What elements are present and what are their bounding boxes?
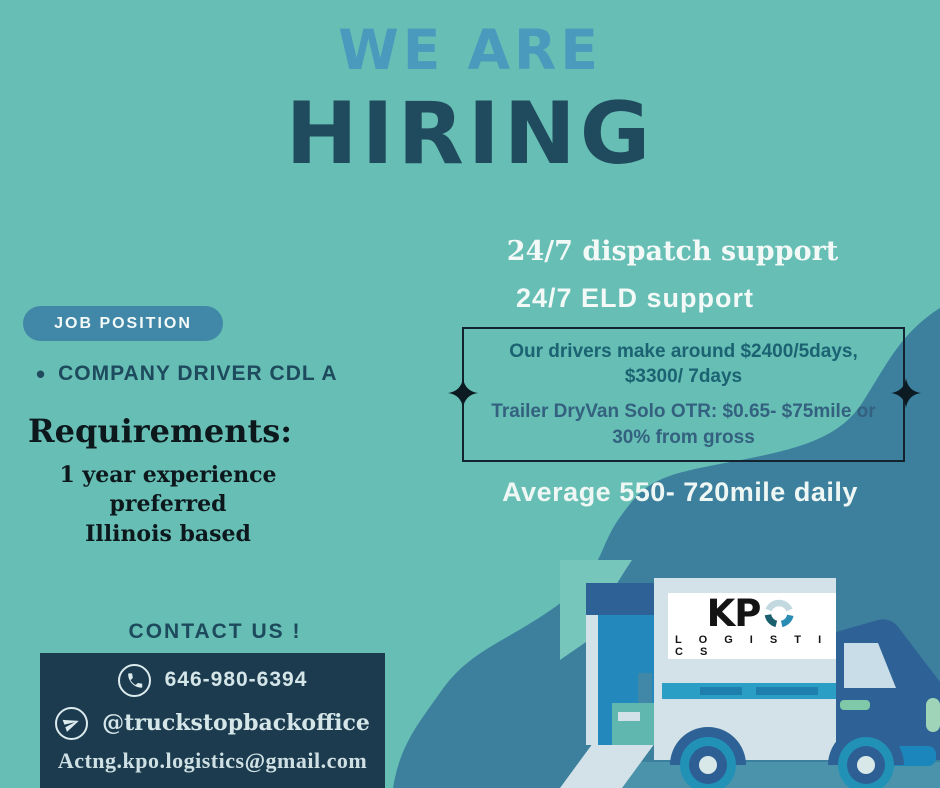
kpo-logo: KP L O G I S T I C S bbox=[668, 594, 835, 658]
requirements-list: 1 year experience preferred Illinois bas… bbox=[0, 461, 336, 549]
front-wheel bbox=[838, 737, 894, 788]
logo-logistics-text: L O G I S T I C S bbox=[675, 633, 829, 658]
job-position-badge: JOB POSITION bbox=[23, 306, 223, 341]
rear-wheel bbox=[680, 737, 736, 788]
job-position-label: COMPANY DRIVER CDL A bbox=[58, 362, 338, 385]
contact-title: CONTACT US ! bbox=[128, 620, 302, 643]
requirement-line-1: 1 year experience preferred bbox=[59, 462, 277, 518]
bullet-icon: • bbox=[36, 359, 46, 389]
sparkle-right-icon bbox=[891, 378, 921, 408]
telegram-row: @truckstopbackoffice bbox=[55, 703, 370, 743]
contact-email: Actng.kpo.logistics@gmail.com bbox=[57, 748, 368, 773]
headline-we-are: WE ARE bbox=[338, 18, 602, 82]
rear-roof bbox=[586, 583, 656, 615]
door-handle bbox=[840, 700, 870, 710]
telegram-handle: @truckstopbackoffice bbox=[102, 710, 370, 736]
logo-o-ring-icon bbox=[765, 599, 794, 628]
windshield bbox=[844, 643, 896, 688]
trailer-rate-text: Trailer DryVan Solo OTR: $0.65- $75mile … bbox=[491, 401, 876, 448]
logo-kp-text: KP bbox=[706, 591, 762, 635]
phone-row: 646-980-6394 bbox=[117, 660, 308, 700]
headline-hiring: HIRING bbox=[285, 84, 655, 184]
contact-card: 646-980-6394 @truckstopbackoffice Actng.… bbox=[40, 653, 385, 788]
phone-number: 646-980-6394 bbox=[164, 668, 308, 691]
average-miles-line: Average 550- 720mile daily bbox=[502, 477, 858, 507]
pay-info-box: Our drivers make around $2400/5days, $33… bbox=[462, 327, 905, 462]
eld-support-line: 24/7 ELD support bbox=[515, 283, 755, 313]
phone-icon bbox=[117, 663, 151, 697]
job-position-item: • COMPANY DRIVER CDL A bbox=[36, 359, 338, 389]
driver-pay-text: Our drivers make around $2400/5days, $33… bbox=[509, 340, 858, 388]
job-position-badge-label: JOB POSITION bbox=[54, 314, 192, 332]
requirements-title: Requirements: bbox=[28, 412, 293, 450]
sparkle-left-icon bbox=[448, 378, 478, 408]
requirement-line-2: Illinois based bbox=[85, 520, 251, 547]
dispatch-support-line: 24/7 dispatch support bbox=[506, 236, 839, 267]
telegram-icon bbox=[55, 706, 89, 740]
mirror bbox=[926, 698, 940, 732]
truck-ramp bbox=[560, 743, 655, 788]
rear-frame bbox=[586, 615, 598, 745]
